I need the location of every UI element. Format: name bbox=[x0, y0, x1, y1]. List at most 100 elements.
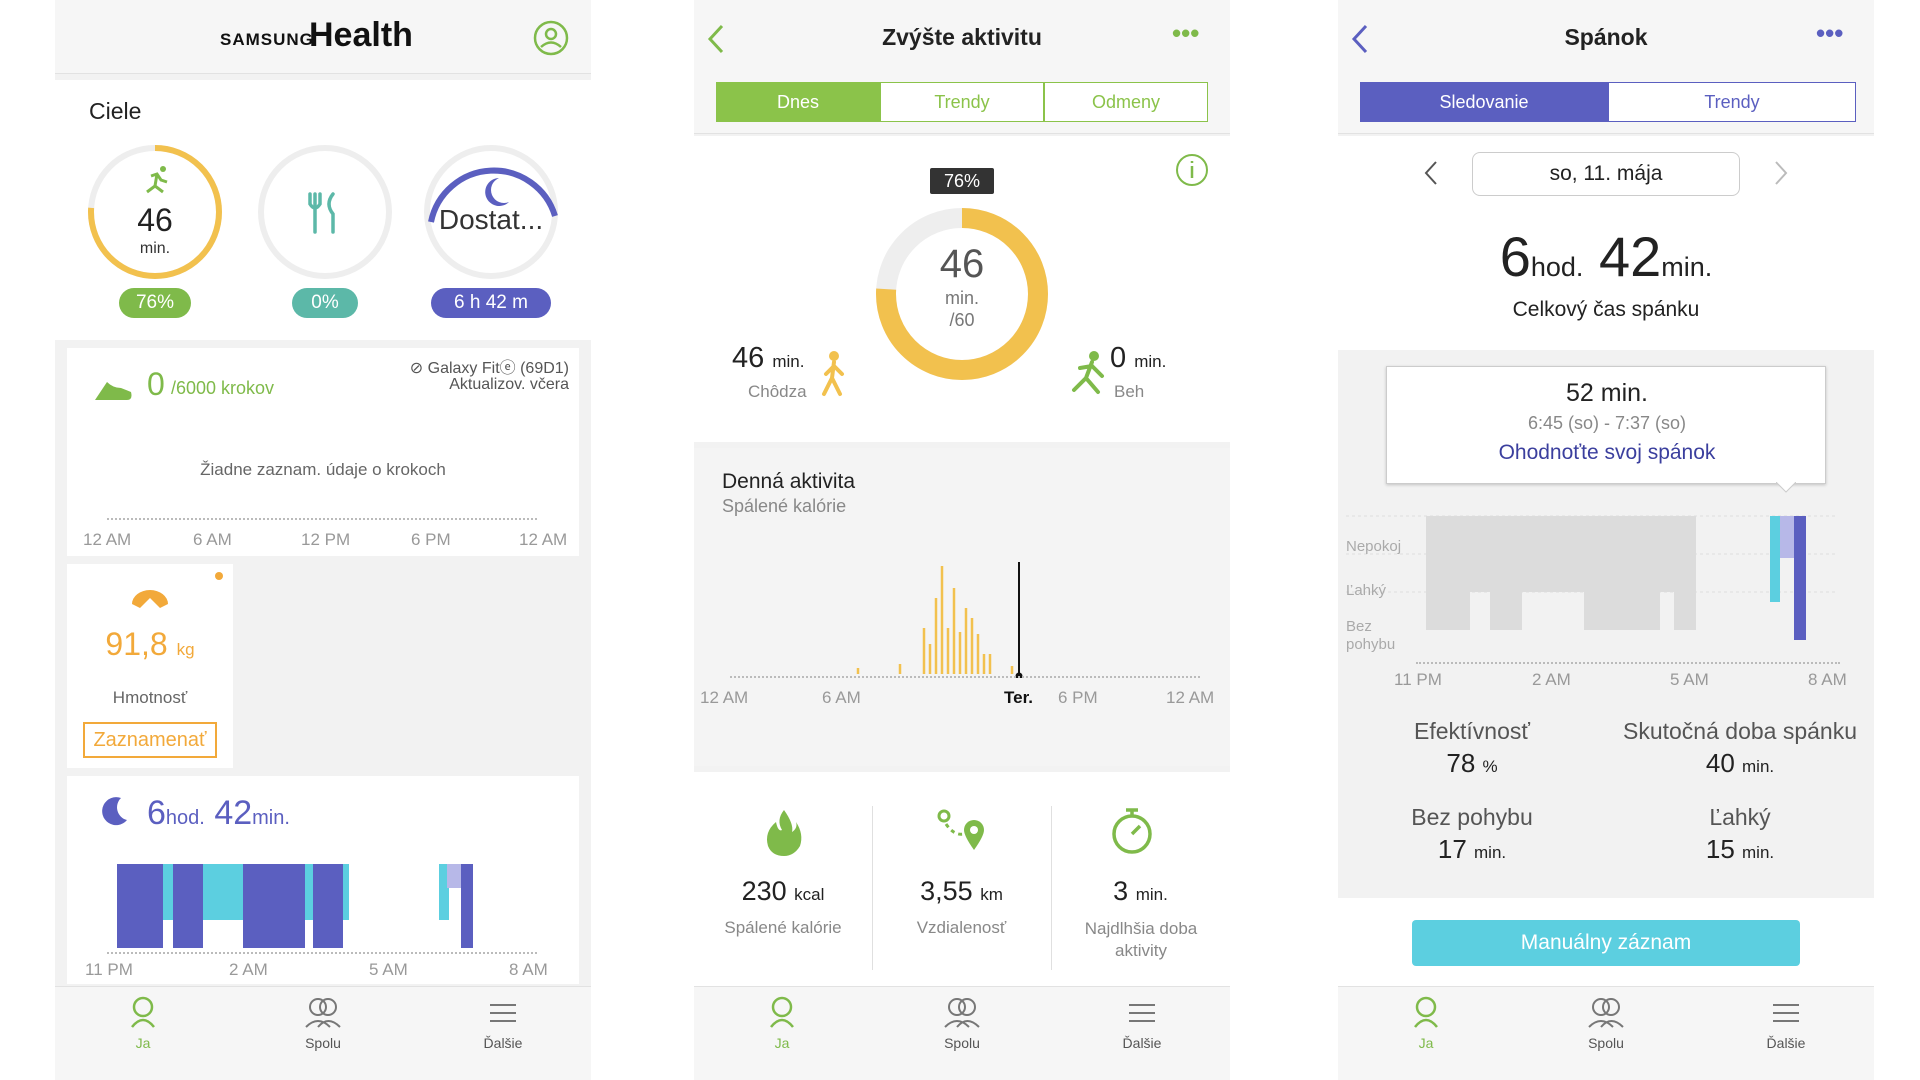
actual-sleep-unit: min. bbox=[1742, 757, 1775, 776]
steps-card[interactable]: 0 /6000 krokov ⊘ Galaxy Fitⓔ (69D1) Aktu… bbox=[67, 348, 579, 556]
steps-count: 0 bbox=[147, 366, 165, 402]
weight-unit: kg bbox=[176, 640, 195, 659]
calories-label: Spálené kalórie bbox=[724, 918, 842, 937]
total-sleep-label: Celkový čas spánku bbox=[1512, 298, 1700, 321]
tab-together[interactable]: Spolu bbox=[263, 995, 383, 1051]
person-icon bbox=[131, 996, 155, 1028]
calories-unit: kcal bbox=[794, 885, 825, 904]
tab-more[interactable]: Ďalšie bbox=[1726, 995, 1846, 1051]
steps-tick: 6 PM bbox=[411, 530, 451, 549]
daily-title: Denná aktivita bbox=[722, 470, 856, 493]
activity-goal-ring[interactable] bbox=[85, 142, 225, 282]
sleep-goal-value: Dostat... bbox=[438, 204, 544, 235]
more-options-icon[interactable]: ••• bbox=[1172, 18, 1200, 48]
sleep-tick: 8 AM bbox=[509, 960, 548, 979]
people-icon bbox=[1588, 998, 1624, 1028]
motionless-label: Bez pohybu bbox=[1411, 804, 1533, 830]
bottom-tab-bar: Ja Spolu Ďalšie bbox=[694, 986, 1230, 1080]
segment-rewards[interactable]: Odmeny bbox=[1044, 82, 1208, 122]
info-icon[interactable] bbox=[1174, 152, 1210, 188]
sleep-card[interactable]: 6hod. 42min. 11 PM 2 AM 5 AM 8 AM bbox=[67, 776, 579, 984]
walk-value: 46 min. bbox=[732, 342, 804, 375]
motionless-number: 17 bbox=[1437, 834, 1467, 864]
walk-label: Chôdza bbox=[748, 382, 807, 401]
segment-today[interactable]: Dnes bbox=[716, 82, 880, 122]
tab-together[interactable]: Spolu bbox=[902, 995, 1022, 1051]
segment-trends[interactable]: Trendy bbox=[1608, 82, 1856, 122]
sleep-tooltip: 52 min. 6:45 (so) - 7:37 (so) Ohodnoťte … bbox=[1386, 366, 1826, 484]
daily-tick: 6 AM bbox=[822, 688, 861, 707]
more-options-icon[interactable]: ••• bbox=[1816, 18, 1844, 48]
record-weight-button[interactable]: Zaznamenať bbox=[83, 722, 217, 758]
back-icon[interactable] bbox=[704, 22, 728, 56]
prev-date-icon[interactable] bbox=[1422, 158, 1442, 188]
run-number: 0 bbox=[1110, 342, 1127, 374]
weight-value: 91,8 kg bbox=[67, 626, 233, 663]
distance-unit: km bbox=[980, 885, 1003, 904]
profile-icon[interactable] bbox=[533, 20, 569, 56]
segment-tracking[interactable]: Sledovanie bbox=[1360, 82, 1608, 122]
daily-tick: 12 AM bbox=[700, 688, 749, 707]
tab-me-label: Ja bbox=[774, 1035, 790, 1051]
total-sleep: 6hod. 42min. bbox=[1338, 224, 1874, 289]
actual-sleep-value: 40 min. bbox=[1606, 748, 1874, 779]
sleep-tick: 8 AM bbox=[1808, 670, 1847, 689]
sleep-tick: 5 AM bbox=[1670, 670, 1709, 689]
calories-value: 230 kcal bbox=[694, 876, 872, 907]
sleep-mins-unit: min. bbox=[252, 807, 290, 829]
tab-me[interactable]: Ja bbox=[83, 995, 203, 1051]
light-number: 15 bbox=[1705, 834, 1735, 864]
weight-number: 91,8 bbox=[105, 626, 168, 662]
distance-label: Vzdialenosť bbox=[916, 918, 1007, 937]
sleep-tick: 2 AM bbox=[1532, 670, 1571, 689]
tab-together-label: Spolu bbox=[1588, 1035, 1624, 1051]
daily-tick: 12 AM bbox=[1166, 688, 1215, 707]
tab-me[interactable]: Ja bbox=[722, 995, 842, 1051]
sleep-goal-pill: 6 h 42 m bbox=[431, 288, 551, 318]
tab-me[interactable]: Ja bbox=[1366, 995, 1486, 1051]
sleep-tick: 11 PM bbox=[85, 960, 133, 979]
people-icon bbox=[944, 998, 980, 1028]
total-mins-unit: min. bbox=[1661, 252, 1713, 282]
steps-updated: Aktualizov. včera bbox=[449, 376, 569, 393]
steps-goal: /6000 krokov bbox=[171, 378, 275, 398]
tab-more[interactable]: Ďalšie bbox=[1082, 995, 1202, 1051]
home-screen: SAMSUNG Health Ciele 46 min. 76% 0% Dost… bbox=[55, 0, 591, 1080]
goals-title: Ciele bbox=[89, 98, 142, 124]
efficiency-unit: % bbox=[1482, 757, 1498, 776]
total-hours-unit: hod. bbox=[1530, 252, 1584, 282]
sleep-hours: 6 bbox=[147, 794, 166, 832]
sleep-axis bbox=[107, 952, 537, 954]
sleep-goal-ring[interactable] bbox=[421, 142, 561, 282]
weight-card[interactable]: 91,8 kg Hmotnosť Zaznamenať bbox=[67, 564, 233, 768]
next-date-icon[interactable] bbox=[1770, 158, 1790, 188]
tab-me-label: Ja bbox=[135, 1035, 151, 1051]
total-hours: 6 bbox=[1499, 225, 1531, 288]
shoe-icon bbox=[95, 382, 132, 400]
stopwatch-icon bbox=[1112, 808, 1152, 854]
activity-goal-pill: 76% bbox=[119, 288, 191, 318]
segment-trends[interactable]: Trendy bbox=[880, 82, 1044, 122]
bottom-tab-bar: Ja Spolu Ďalšie bbox=[55, 986, 591, 1080]
daily-activity-card[interactable]: Denná aktivita Spálené kalórie 12 AM 6 A… bbox=[694, 448, 1230, 766]
bottom-tab-bar: Ja Spolu Ďalšie bbox=[1338, 986, 1874, 1080]
manual-entry-button[interactable]: Manuálny záznam bbox=[1412, 920, 1800, 966]
sleep-screen: Spánok ••• Sledovanie Trendy so, 11. máj… bbox=[1338, 0, 1874, 1080]
back-icon[interactable] bbox=[1348, 22, 1372, 56]
daily-tick-current[interactable]: Ter. bbox=[1004, 688, 1033, 707]
steps-tick: 12 AM bbox=[83, 530, 132, 549]
calories-number: 230 bbox=[741, 876, 787, 906]
goals-card: Ciele 46 min. 76% 0% Dostat... 6 h 42 m bbox=[55, 80, 591, 340]
tab-more[interactable]: Ďalšie bbox=[443, 995, 563, 1051]
tab-together[interactable]: Spolu bbox=[1546, 995, 1666, 1051]
person-icon bbox=[770, 996, 794, 1028]
rate-sleep-link[interactable]: Ohodnoťte svoj spánok bbox=[1498, 441, 1716, 464]
run-icon bbox=[1072, 351, 1104, 394]
walk-icon bbox=[822, 351, 844, 396]
calorie-bar-chart bbox=[856, 562, 1023, 678]
app-header: SAMSUNG Health bbox=[55, 0, 591, 74]
level-motionless: Bez pohybu bbox=[1346, 618, 1396, 653]
sleep-detail-area: 52 min. 6:45 (so) - 7:37 (so) Ohodnoťte … bbox=[1338, 352, 1874, 900]
date-picker[interactable]: so, 11. mája bbox=[1472, 152, 1740, 196]
food-goal-ring[interactable] bbox=[255, 142, 395, 282]
